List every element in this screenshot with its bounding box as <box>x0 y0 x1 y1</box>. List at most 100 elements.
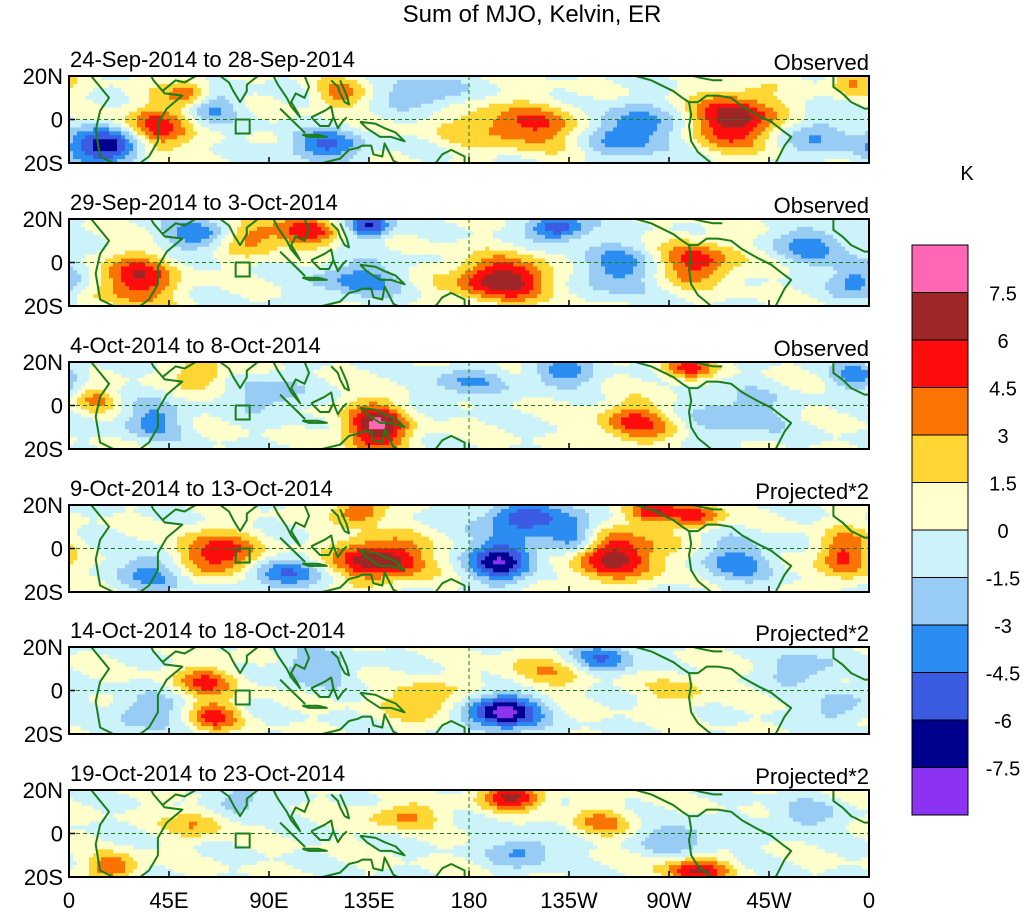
field-cell <box>137 119 146 124</box>
field-cell <box>673 369 686 375</box>
field-cell <box>477 793 486 799</box>
field-cell <box>461 552 470 557</box>
field-cell <box>457 556 470 561</box>
field-cell <box>685 437 834 442</box>
field-cell <box>545 793 698 799</box>
field-cell <box>289 445 346 449</box>
field-cell <box>781 417 802 422</box>
field-cell <box>209 219 226 224</box>
field-cell <box>537 362 554 367</box>
field-cell <box>361 421 370 426</box>
field-cell <box>829 369 842 375</box>
field-cell <box>601 254 634 259</box>
field-cell <box>353 556 402 561</box>
field-cell <box>717 873 726 877</box>
field-cell <box>433 99 466 105</box>
field-cell <box>581 560 590 565</box>
field-cell <box>849 821 869 826</box>
field-cell <box>633 654 678 660</box>
field-cell <box>229 242 246 248</box>
field-cell <box>77 302 114 306</box>
field-cell <box>673 401 734 406</box>
field-cell <box>673 246 710 252</box>
field-cell <box>701 505 718 510</box>
field-cell <box>357 445 398 449</box>
field-cell <box>777 512 830 518</box>
field-cell <box>397 813 418 819</box>
field-cell <box>669 99 686 105</box>
field-cell <box>285 219 318 224</box>
field-cell <box>453 155 498 160</box>
field-cell <box>129 678 154 683</box>
field-cell <box>393 536 398 541</box>
field-cell <box>189 710 198 715</box>
field-cell <box>701 127 714 132</box>
field-cell <box>597 421 610 426</box>
field-cell <box>117 528 202 534</box>
field-cell <box>281 294 362 299</box>
field-cell <box>157 821 190 826</box>
field-cell <box>177 266 194 271</box>
field-cell <box>305 389 342 395</box>
field-cell <box>697 139 710 144</box>
field-cell <box>89 373 122 379</box>
field-cell <box>761 845 818 850</box>
field-cell <box>497 302 538 306</box>
field-cell <box>413 682 446 687</box>
field-cell <box>197 797 226 803</box>
field-cell <box>733 362 782 367</box>
field-cell <box>141 421 166 426</box>
field-cell <box>513 849 526 854</box>
field-cell <box>581 369 594 375</box>
field-cell <box>569 797 626 803</box>
field-cell <box>177 548 190 553</box>
field-cell <box>493 873 530 877</box>
field-cell <box>729 861 742 866</box>
field-cell <box>593 532 598 538</box>
field-cell <box>569 829 586 834</box>
field-cell <box>749 536 810 541</box>
field-cell <box>501 111 554 116</box>
field-cell <box>801 389 826 395</box>
field-cell <box>457 238 502 244</box>
field-cell <box>565 282 590 287</box>
field-cell <box>449 548 466 553</box>
field-cell <box>621 437 666 442</box>
field-cell <box>713 302 766 306</box>
field-cell <box>213 809 234 815</box>
field-cell <box>485 266 526 271</box>
field-cell <box>137 139 142 144</box>
field-cell <box>521 730 570 734</box>
field-cell <box>137 825 162 830</box>
field-cell <box>201 91 210 97</box>
field-cell <box>477 714 486 719</box>
field-cell <box>413 572 442 577</box>
coastline <box>90 647 184 734</box>
field-cell <box>609 290 646 295</box>
field-cell <box>165 580 178 585</box>
field-cell <box>753 127 766 132</box>
field-cell <box>333 222 342 228</box>
field-cell <box>381 115 430 120</box>
field-cell <box>133 869 146 874</box>
field-cell <box>733 706 786 711</box>
field-cell <box>549 694 586 699</box>
field-cell <box>513 706 526 711</box>
field-cell <box>429 869 490 874</box>
field-cell <box>341 662 442 668</box>
field-cell <box>585 568 598 573</box>
field-cell <box>569 222 582 228</box>
field-cell <box>413 560 426 565</box>
field-cell <box>501 226 526 232</box>
field-cell <box>797 520 814 526</box>
field-cell <box>305 682 342 687</box>
field-cell <box>113 397 122 402</box>
field-cell <box>69 845 134 850</box>
field-cell <box>217 821 242 826</box>
field-cell <box>713 270 730 275</box>
field-cell <box>561 801 570 807</box>
field-cell <box>833 568 858 573</box>
field-cell <box>477 710 486 715</box>
field-cell <box>365 516 382 522</box>
field-cell <box>161 682 174 687</box>
